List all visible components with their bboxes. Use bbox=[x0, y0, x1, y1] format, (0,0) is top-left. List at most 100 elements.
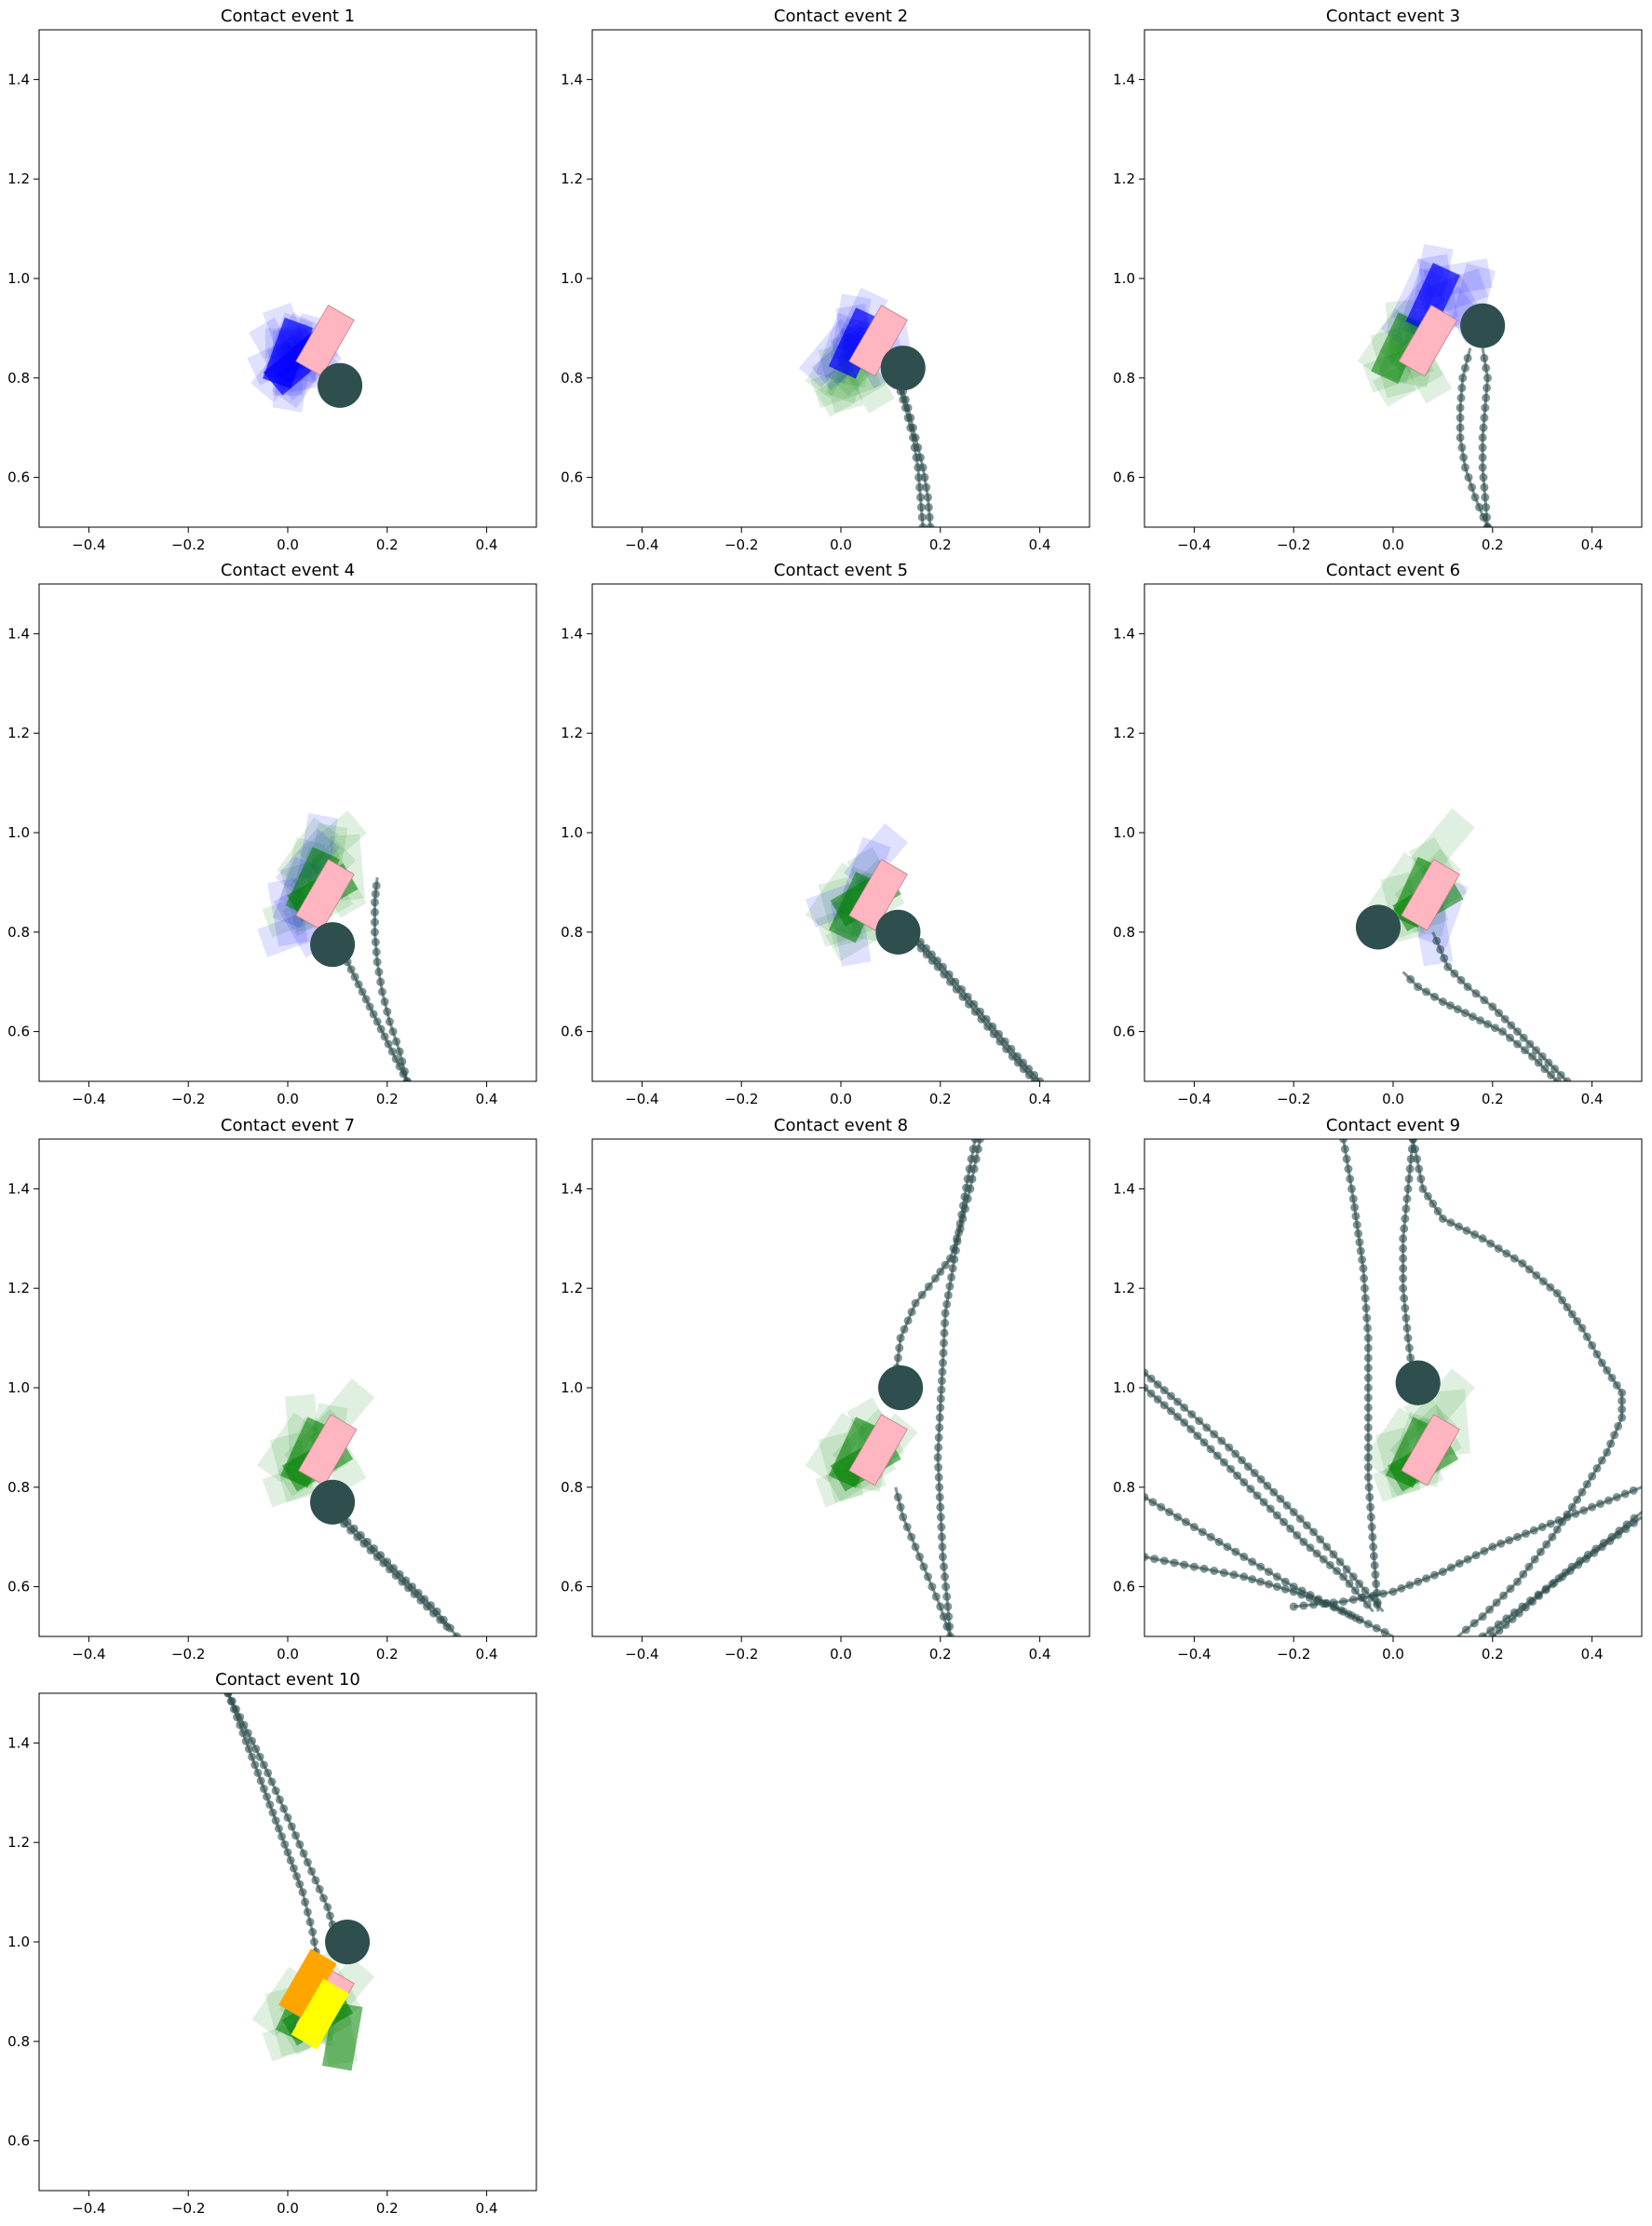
trajectory-point bbox=[403, 1583, 413, 1593]
trajectory-point bbox=[1173, 1397, 1183, 1406]
trajectory-point bbox=[923, 493, 932, 502]
trajectory-point bbox=[1030, 1077, 1039, 1081]
trajectory-point bbox=[1604, 1496, 1613, 1505]
trajectory-point bbox=[1455, 1559, 1464, 1568]
trajectory-point bbox=[935, 1413, 944, 1422]
trajectory-point bbox=[354, 980, 363, 989]
trajectory-point bbox=[1537, 1523, 1547, 1532]
trajectory-point bbox=[965, 999, 974, 1009]
x-tick-label: 0.2 bbox=[929, 1646, 952, 1663]
trajectory-point bbox=[1478, 433, 1487, 442]
trajectory-point bbox=[1180, 1418, 1189, 1427]
trajectory-point bbox=[353, 1532, 362, 1541]
highlight-block bbox=[291, 1978, 349, 2050]
trajectory-point bbox=[231, 1704, 240, 1714]
trajectory-point bbox=[346, 965, 356, 974]
trajectory-point bbox=[292, 1872, 302, 1881]
trajectory-point bbox=[1345, 1579, 1354, 1588]
trajectory-point bbox=[239, 1720, 249, 1730]
trajectory-point bbox=[1534, 1058, 1543, 1067]
trajectory-point bbox=[1413, 1154, 1422, 1163]
trajectory-point bbox=[1505, 1033, 1514, 1042]
trajectory-point bbox=[896, 1502, 905, 1512]
trajectory-point bbox=[1582, 1480, 1591, 1489]
trajectory-point bbox=[1295, 1514, 1305, 1524]
trajectory-point bbox=[1347, 1184, 1356, 1193]
trajectory-point bbox=[1468, 1012, 1477, 1022]
x-tick-label: −0.4 bbox=[72, 536, 105, 553]
trajectory-point bbox=[934, 1432, 943, 1442]
trajectory-point bbox=[941, 1260, 950, 1269]
trajectory-point bbox=[1607, 1532, 1617, 1541]
y-tick-label: 1.4 bbox=[561, 625, 583, 642]
trajectory-point bbox=[416, 1595, 426, 1605]
x-tick-label: 0.4 bbox=[1029, 1646, 1051, 1663]
trajectory-point bbox=[1456, 403, 1465, 413]
x-tick-label: 0.4 bbox=[476, 2200, 498, 2217]
trajectory-point bbox=[350, 972, 359, 982]
blue-sample bbox=[1449, 263, 1496, 334]
trajectory-point bbox=[940, 970, 949, 979]
x-tick-label: 0.4 bbox=[1029, 1091, 1051, 1107]
trajectory-point bbox=[933, 962, 942, 971]
trajectory-point bbox=[1506, 1584, 1515, 1594]
trajectory-point bbox=[1263, 1481, 1272, 1490]
trajectory-point bbox=[1153, 1394, 1162, 1404]
green-sample bbox=[818, 343, 864, 414]
trajectory-point bbox=[372, 1017, 382, 1026]
y-tick-label: 1.2 bbox=[7, 1834, 30, 1851]
trajectory-point bbox=[1459, 453, 1469, 462]
trajectory-point bbox=[275, 1795, 284, 1804]
trajectory-point bbox=[1479, 473, 1488, 482]
trajectory-point bbox=[453, 1632, 462, 1636]
trajectory-point bbox=[1450, 969, 1459, 978]
trajectory-point bbox=[1540, 1065, 1550, 1074]
trajectory-point bbox=[939, 1349, 948, 1358]
trajectory-point bbox=[1231, 1547, 1240, 1556]
trajectory-point bbox=[366, 1545, 375, 1554]
trajectory-point bbox=[1552, 1077, 1562, 1081]
y-tick-label: 1.4 bbox=[7, 1180, 30, 1197]
trajectory-point bbox=[298, 1888, 307, 1897]
trajectory-point bbox=[1365, 1492, 1374, 1501]
trajectory-point bbox=[1483, 383, 1492, 392]
trajectory-point bbox=[1430, 992, 1439, 1001]
pusher-circle bbox=[310, 1479, 356, 1525]
trajectory-point bbox=[916, 503, 926, 512]
trajectory-point bbox=[960, 1192, 969, 1201]
y-tick-label: 1.0 bbox=[561, 270, 583, 287]
trajectory-point bbox=[1159, 1556, 1169, 1566]
trajectory-point bbox=[1339, 1597, 1348, 1607]
trajectory-point bbox=[958, 1201, 968, 1211]
blue-sample bbox=[1405, 263, 1460, 334]
trajectory-point bbox=[1355, 1238, 1364, 1247]
trajectory-point bbox=[989, 1029, 998, 1038]
trajectory-point bbox=[379, 1558, 388, 1568]
trajectory-point bbox=[1496, 1539, 1506, 1548]
trajectory-point bbox=[912, 453, 921, 462]
trajectory-point bbox=[383, 1007, 392, 1016]
trajectory-point bbox=[1603, 1447, 1612, 1457]
axes-frame bbox=[591, 29, 1090, 528]
trajectory-point bbox=[1410, 1145, 1419, 1154]
trajectory-point bbox=[940, 1338, 949, 1348]
x-tick-label: 0.0 bbox=[830, 1646, 852, 1663]
trajectory-point bbox=[1461, 1625, 1470, 1635]
trajectory-point bbox=[256, 1776, 265, 1785]
trajectory-point bbox=[323, 1903, 332, 1912]
target-block bbox=[1398, 305, 1458, 377]
trajectory-point bbox=[958, 992, 968, 1001]
pusher-circle bbox=[318, 362, 363, 408]
trajectory-point bbox=[1406, 1154, 1415, 1163]
trajectory-point bbox=[942, 1299, 952, 1309]
x-tick-label: 0.2 bbox=[376, 1091, 399, 1107]
y-tick-label: 1.2 bbox=[7, 1280, 30, 1296]
trajectory-point bbox=[1481, 403, 1490, 413]
trajectory-point bbox=[1620, 1489, 1630, 1499]
trajectory-point bbox=[1480, 414, 1489, 423]
trajectory-point bbox=[1401, 1304, 1410, 1313]
trajectory-point bbox=[1482, 503, 1491, 512]
y-tick-label: 1.4 bbox=[561, 71, 583, 88]
trajectory-point bbox=[1505, 1536, 1514, 1545]
trajectory-point bbox=[376, 977, 386, 986]
